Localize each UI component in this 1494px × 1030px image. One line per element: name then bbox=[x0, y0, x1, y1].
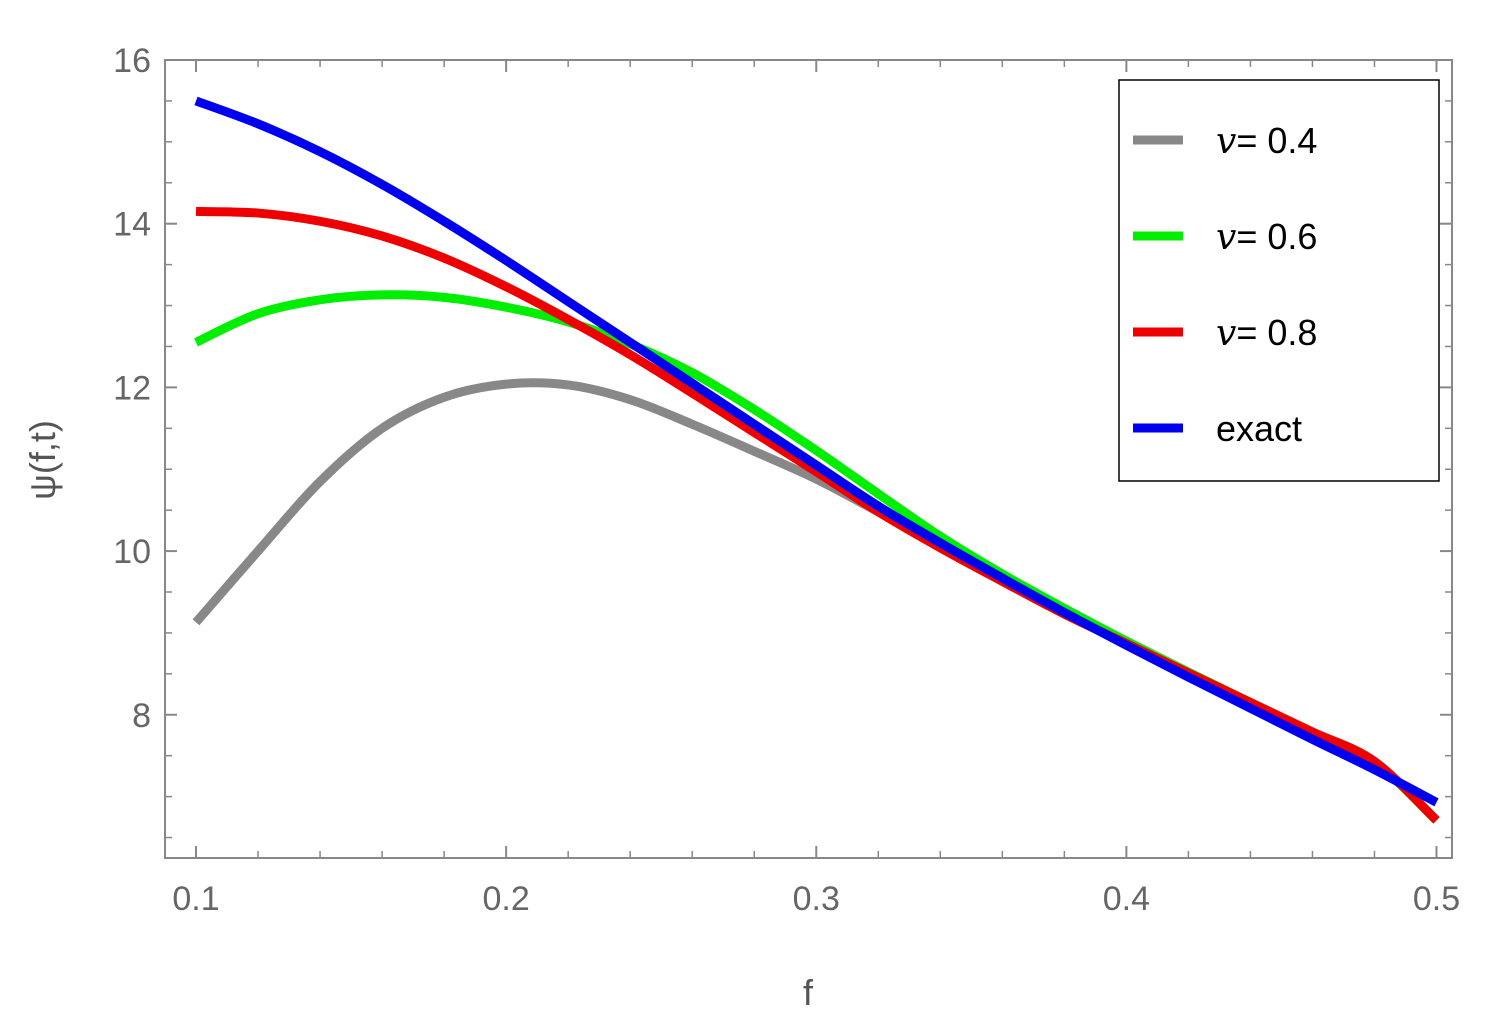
y-tick-label: 14 bbox=[113, 206, 151, 244]
legend-label-3: exact bbox=[1216, 408, 1302, 449]
x-tick-label: 0.5 bbox=[1413, 880, 1460, 918]
y-axis-title: ψ(f,t) bbox=[22, 420, 63, 500]
legend-label-1: v= 0.6 bbox=[1216, 216, 1317, 258]
x-tick-label: 0.4 bbox=[1103, 880, 1150, 918]
x-tick-label: 0.2 bbox=[482, 880, 529, 918]
y-tick-label: 16 bbox=[113, 42, 151, 80]
y-tick-label: 10 bbox=[113, 533, 151, 571]
legend-label-0: v= 0.4 bbox=[1216, 120, 1317, 162]
x-tick-label: 0.3 bbox=[793, 880, 840, 918]
series-line-2 bbox=[195, 206, 1440, 824]
ticks-group bbox=[165, 59, 1452, 858]
y-tick-label: 12 bbox=[113, 369, 151, 407]
x-tick-label: 0.1 bbox=[172, 880, 219, 918]
legend-box bbox=[1118, 79, 1440, 482]
legend: v= 0.4 v= 0.6 v= 0.8 exact bbox=[1118, 79, 1440, 482]
y-tick-label: 8 bbox=[132, 697, 151, 735]
tick-labels-group: 0.1 0.2 0.3 0.4 0.5 8 10 12 14 16 bbox=[113, 42, 1460, 918]
series-line-3 bbox=[194, 96, 1439, 807]
plot-frame bbox=[164, 59, 1453, 859]
legend-label-2: v= 0.8 bbox=[1216, 312, 1317, 354]
series-group bbox=[192, 96, 1440, 824]
x-axis-title: f bbox=[803, 972, 814, 1013]
